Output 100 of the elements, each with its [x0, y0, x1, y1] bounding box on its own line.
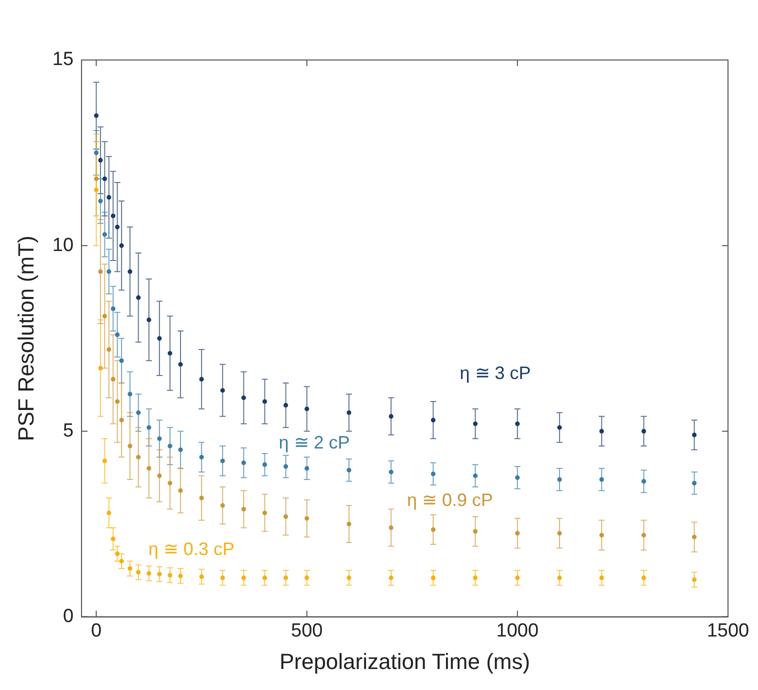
- point: [692, 577, 697, 582]
- point: [346, 576, 352, 580]
- point: [157, 572, 162, 576]
- point: [304, 406, 310, 412]
- point: [220, 576, 225, 580]
- point: [557, 477, 562, 482]
- point: [102, 458, 107, 464]
- point: [98, 158, 103, 163]
- point: [599, 428, 604, 434]
- point: [220, 458, 225, 464]
- point: [262, 462, 268, 467]
- point: [262, 399, 268, 404]
- point: [178, 574, 183, 578]
- point: [641, 576, 646, 580]
- point: [557, 425, 562, 430]
- point: [110, 376, 116, 382]
- y-tick-label: 0: [62, 606, 74, 628]
- point: [599, 576, 604, 580]
- point: [220, 503, 225, 508]
- point: [106, 269, 112, 274]
- series-label: η ≅ 0.3 cP: [148, 539, 234, 560]
- point: [110, 536, 116, 542]
- y-tick-label: 15: [52, 49, 74, 70]
- point: [641, 479, 646, 484]
- point: [146, 571, 152, 576]
- x-tick-label: 1500: [706, 620, 750, 642]
- point: [119, 243, 124, 248]
- point: [115, 399, 120, 404]
- point: [178, 362, 183, 367]
- y-axis-title: PSF Resolution (mT): [13, 236, 38, 442]
- point: [128, 566, 132, 571]
- point: [473, 529, 478, 534]
- point: [178, 488, 183, 493]
- point: [641, 428, 646, 434]
- point: [241, 460, 246, 466]
- point: [515, 576, 520, 580]
- point: [98, 269, 103, 274]
- y-tick-label: 5: [62, 420, 74, 442]
- point: [304, 466, 310, 471]
- x-tick-label: 1000: [496, 620, 539, 642]
- series-label: η ≅ 2 cP: [278, 432, 350, 453]
- point: [168, 350, 172, 356]
- point: [94, 176, 99, 182]
- point: [262, 510, 268, 516]
- point: [262, 576, 268, 580]
- point: [283, 576, 288, 580]
- point: [430, 472, 436, 476]
- point: [692, 480, 697, 486]
- point: [599, 477, 604, 482]
- point: [94, 113, 99, 118]
- point: [199, 574, 204, 580]
- point: [119, 358, 124, 363]
- point: [388, 414, 394, 419]
- point: [157, 436, 162, 441]
- text: η ≅ 3 cP: [460, 362, 531, 383]
- point: [473, 576, 478, 580]
- point: [641, 532, 646, 538]
- point: [115, 551, 120, 556]
- point: [430, 527, 436, 532]
- point: [430, 418, 436, 422]
- point: [110, 306, 116, 312]
- point: [128, 444, 132, 448]
- point: [199, 454, 204, 460]
- point: [94, 150, 99, 156]
- point: [106, 347, 112, 352]
- x-axis-title: Prepolarization Time (ms): [279, 648, 530, 674]
- point: [115, 224, 120, 230]
- point: [128, 269, 132, 274]
- point: [115, 332, 120, 337]
- point: [199, 376, 204, 382]
- point: [473, 421, 478, 426]
- point: [692, 534, 697, 540]
- point: [346, 522, 352, 526]
- point: [473, 473, 478, 478]
- x-tick-label: 500: [291, 620, 323, 642]
- point: [220, 388, 225, 393]
- point: [136, 410, 141, 415]
- point: [102, 232, 107, 237]
- point: [241, 576, 246, 580]
- point: [557, 530, 562, 536]
- point: [110, 214, 116, 218]
- point: [304, 576, 310, 580]
- point: [119, 418, 124, 422]
- point: [98, 198, 103, 204]
- point: [199, 496, 204, 500]
- point: [157, 336, 162, 341]
- point: [98, 366, 103, 370]
- point: [515, 475, 520, 480]
- point: [599, 532, 604, 538]
- point: [136, 295, 141, 300]
- point: [119, 558, 124, 564]
- point: [106, 195, 112, 200]
- point: [388, 525, 394, 530]
- point: [241, 506, 246, 512]
- point: [692, 432, 697, 438]
- point: [102, 314, 107, 318]
- point: [102, 176, 107, 182]
- point: [241, 395, 246, 400]
- point: [515, 421, 520, 426]
- point: [168, 444, 172, 448]
